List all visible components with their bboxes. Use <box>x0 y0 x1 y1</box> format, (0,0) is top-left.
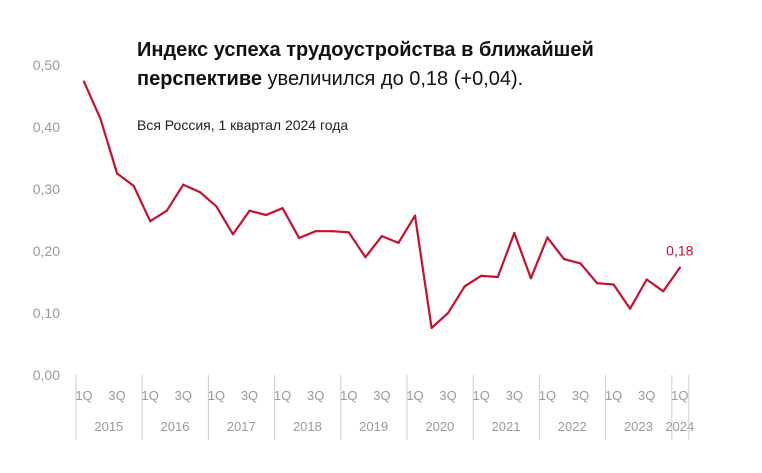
data-point <box>430 326 433 329</box>
x-year-label: 2024 <box>665 419 694 434</box>
data-point <box>347 231 350 234</box>
data-point <box>413 214 417 217</box>
data-point <box>182 183 185 186</box>
x-quarter-label: 1Q <box>274 388 291 403</box>
data-point <box>331 230 334 233</box>
y-tick-label: 0,00 <box>33 367 60 383</box>
data-point <box>645 278 648 281</box>
x-quarter-label: 3Q <box>175 388 192 403</box>
data-point <box>496 275 499 279</box>
data-point <box>678 266 681 269</box>
x-quarter-label: 1Q <box>539 388 556 403</box>
data-point <box>314 230 317 233</box>
title-bold-line-1: Индекс успеха трудоустройства в ближайше… <box>137 39 594 61</box>
data-point <box>629 307 632 310</box>
x-year-label: 2023 <box>624 419 653 434</box>
data-point <box>529 277 532 280</box>
y-tick-label: 0,30 <box>33 181 60 197</box>
x-quarter-label: 3Q <box>506 388 523 403</box>
data-point <box>132 184 135 187</box>
x-quarter-label: 3Q <box>638 388 655 403</box>
data-point <box>281 207 284 210</box>
data-point <box>463 285 466 288</box>
data-point <box>612 283 615 286</box>
y-tick-label: 0,50 <box>33 57 60 73</box>
data-point <box>82 80 86 83</box>
data-point <box>397 241 400 245</box>
x-quarter-label: 3Q <box>108 388 125 403</box>
x-quarter-label: 3Q <box>241 388 258 403</box>
x-year-label: 2016 <box>161 419 190 434</box>
data-point <box>447 311 450 315</box>
data-point <box>546 236 549 239</box>
x-quarter-label: 1Q <box>340 388 357 403</box>
data-point <box>364 256 367 259</box>
data-point <box>579 262 582 265</box>
data-point <box>662 290 665 293</box>
data-point <box>99 117 102 121</box>
series-layer: 0,18 <box>82 80 694 329</box>
data-point <box>165 209 168 212</box>
data-point <box>231 233 235 236</box>
x-axis: 1Q 3Q 2015 1Q 3Q 2016 1Q 3Q 2017 1Q 3Q 2018 1Q 3Q 2019… <box>75 375 694 440</box>
x-year-label: 2020 <box>425 419 454 434</box>
x-year-label: 2015 <box>94 419 123 434</box>
x-quarter-label: 3Q <box>439 388 456 403</box>
x-year-label: 2022 <box>558 419 587 434</box>
data-point <box>298 236 301 240</box>
x-quarter-label: 1Q <box>406 388 423 403</box>
title-rest: увеличился до 0,18 (+0,04). <box>262 68 524 90</box>
chart-title: Индекс успеха трудоустройства в ближайше… <box>137 36 607 94</box>
x-quarter-label: 3Q <box>572 388 589 403</box>
x-quarter-label: 3Q <box>307 388 324 403</box>
data-point <box>248 209 251 212</box>
data-point <box>480 274 483 277</box>
data-point <box>149 220 152 223</box>
data-point <box>264 213 268 217</box>
data-point <box>380 235 383 238</box>
x-year-label: 2019 <box>359 419 388 434</box>
data-point <box>215 205 218 208</box>
x-quarter-label: 1Q <box>473 388 490 403</box>
data-point <box>513 231 516 235</box>
data-point <box>562 257 566 261</box>
end-value-label: 0,18 <box>666 243 693 259</box>
x-quarter-label: 1Q <box>671 388 688 403</box>
x-quarter-label: 3Q <box>373 388 390 403</box>
y-tick-label: 0,10 <box>33 305 60 321</box>
x-quarter-label: 1Q <box>208 388 225 403</box>
y-tick-label: 0,20 <box>33 243 60 259</box>
y-tick-label: 0,40 <box>33 119 60 135</box>
x-year-label: 2021 <box>492 419 521 434</box>
chart-subtitle: Вся Россия, 1 квартал 2024 года <box>137 117 349 133</box>
data-point <box>116 172 119 175</box>
y-axis: 0,50 0,40 0,30 0,20 0,10 0,00 <box>33 57 60 383</box>
x-year-label: 2018 <box>293 419 322 434</box>
x-quarter-label: 1Q <box>75 388 92 403</box>
x-year-label: 2017 <box>227 419 256 434</box>
title-bold-line-2: перспективе <box>137 68 262 90</box>
data-point <box>198 191 201 194</box>
x-quarter-label: 1Q <box>142 388 159 403</box>
data-point <box>595 282 599 285</box>
x-quarter-label: 1Q <box>605 388 622 403</box>
